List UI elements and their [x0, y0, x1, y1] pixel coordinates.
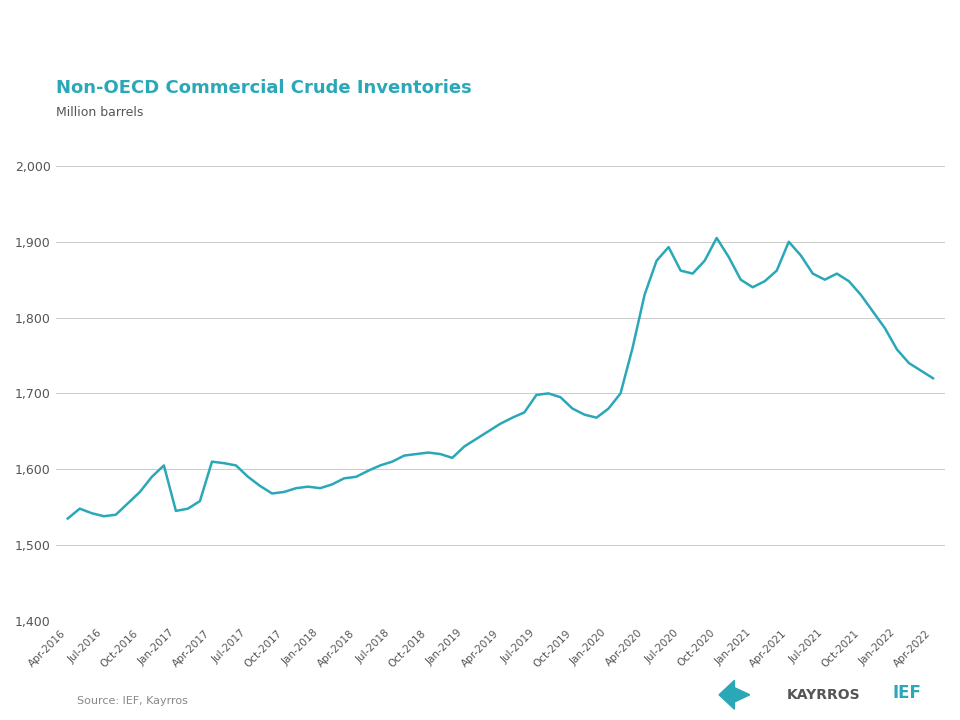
Text: Source: IEF, Kayrros: Source: IEF, Kayrros: [77, 696, 187, 706]
Polygon shape: [719, 680, 750, 709]
Text: Million barrels: Million barrels: [56, 106, 143, 119]
Text: KAYRROS: KAYRROS: [787, 688, 861, 702]
Text: IEF: IEF: [893, 684, 922, 702]
Text: Non-OECD Commercial Crude Inventories: Non-OECD Commercial Crude Inventories: [56, 78, 471, 96]
